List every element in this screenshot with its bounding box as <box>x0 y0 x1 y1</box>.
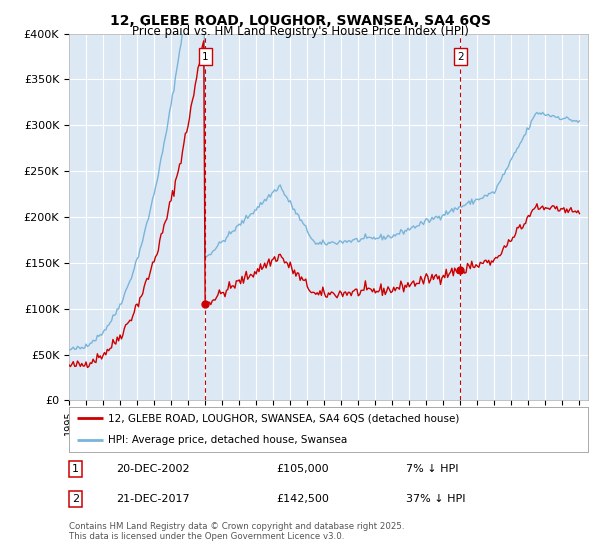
Text: 12, GLEBE ROAD, LOUGHOR, SWANSEA, SA4 6QS: 12, GLEBE ROAD, LOUGHOR, SWANSEA, SA4 6Q… <box>110 14 491 28</box>
Text: 37% ↓ HPI: 37% ↓ HPI <box>406 494 466 504</box>
Text: 21-DEC-2017: 21-DEC-2017 <box>116 494 190 504</box>
Text: 20-DEC-2002: 20-DEC-2002 <box>116 464 190 474</box>
Text: 2: 2 <box>71 494 79 504</box>
Text: 1: 1 <box>72 464 79 474</box>
Text: 7% ↓ HPI: 7% ↓ HPI <box>406 464 459 474</box>
Text: £105,000: £105,000 <box>277 464 329 474</box>
Text: Contains HM Land Registry data © Crown copyright and database right 2025.
This d: Contains HM Land Registry data © Crown c… <box>69 522 404 542</box>
Text: 1: 1 <box>202 52 208 62</box>
Text: Price paid vs. HM Land Registry's House Price Index (HPI): Price paid vs. HM Land Registry's House … <box>131 25 469 38</box>
Text: 2: 2 <box>457 52 464 62</box>
Text: 12, GLEBE ROAD, LOUGHOR, SWANSEA, SA4 6QS (detached house): 12, GLEBE ROAD, LOUGHOR, SWANSEA, SA4 6Q… <box>108 413 460 423</box>
Text: £142,500: £142,500 <box>277 494 329 504</box>
Text: HPI: Average price, detached house, Swansea: HPI: Average price, detached house, Swan… <box>108 435 347 445</box>
